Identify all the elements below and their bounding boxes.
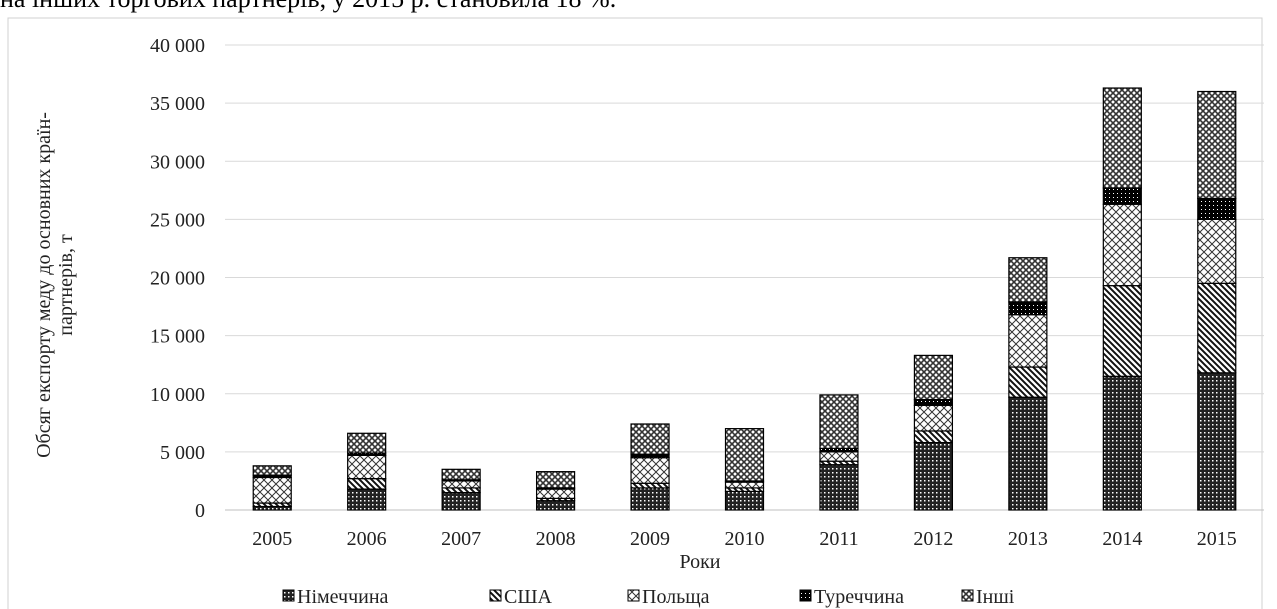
bar-segment — [913, 398, 954, 406]
x-axis-title: Роки — [679, 551, 720, 573]
x-tick-label: 2009 — [630, 528, 670, 550]
bar-segment — [441, 468, 481, 481]
x-tick-label: 2007 — [441, 528, 481, 550]
bar-segment — [724, 481, 765, 489]
chart-border — [7, 17, 1263, 609]
bar-segment — [913, 441, 954, 511]
bar-segment — [1008, 257, 1048, 303]
y-axis-title: партнерів, т — [55, 234, 77, 336]
bar-segment — [347, 488, 387, 511]
bar-segment — [535, 488, 576, 499]
x-tick-label: 2014 — [1102, 528, 1142, 550]
bar-segment — [1008, 396, 1048, 511]
y-axis-title: Обсяг експорту меду до основних країн- — [33, 112, 55, 458]
bar-segment — [347, 478, 387, 490]
bar-segment — [913, 354, 954, 401]
x-tick-label: 2015 — [1197, 528, 1237, 550]
bar-segment — [347, 454, 387, 480]
context-text: на інших торгових партнерів, у 2015 р. с… — [0, 0, 616, 14]
bar-segment — [441, 487, 481, 494]
bar-segment — [630, 457, 670, 484]
bar-segment — [347, 432, 387, 454]
bar-segment — [724, 428, 765, 482]
legend-label: Польща — [642, 586, 710, 608]
bar-segment — [1102, 87, 1142, 189]
bar-segment — [913, 430, 954, 444]
y-tick-label: 35 000 — [150, 93, 205, 115]
x-tick-label: 2012 — [913, 528, 953, 550]
legend-label: Німеччина — [297, 586, 389, 608]
legend-swatch — [799, 589, 812, 602]
bar-segment — [252, 476, 292, 504]
legend-swatch — [627, 589, 640, 602]
bar-segment — [1102, 187, 1142, 205]
legend-label: Туреччина — [814, 586, 904, 608]
bar-segment — [1197, 282, 1237, 374]
legend-label: США — [504, 586, 553, 608]
bar-segment — [1008, 301, 1048, 316]
y-tick-label: 20 000 — [150, 268, 205, 290]
legend-swatch — [961, 589, 974, 602]
y-tick-label: 15 000 — [150, 326, 205, 348]
y-tick-label: 40 000 — [150, 35, 205, 57]
bar-segment — [1197, 197, 1237, 220]
x-tick-label: 2008 — [536, 528, 576, 550]
bar-segment — [441, 480, 481, 489]
bar-segment — [819, 451, 859, 462]
bar-segment — [252, 465, 292, 476]
x-tick-label: 2010 — [725, 528, 765, 550]
legend-label: Інші — [976, 586, 1015, 608]
legend-swatch — [489, 589, 502, 602]
bar-segment — [819, 464, 859, 511]
bar-segment — [1008, 314, 1048, 368]
bar-segment — [1008, 366, 1048, 398]
y-tick-label: 30 000 — [150, 151, 205, 173]
bar-segment — [819, 394, 859, 449]
bar-segment — [1102, 203, 1142, 287]
x-tick-label: 2005 — [252, 528, 292, 550]
bar-segment — [1102, 285, 1142, 377]
bar-segment — [630, 482, 670, 489]
y-tick-label: 10 000 — [150, 384, 205, 406]
bar-segment — [724, 490, 765, 511]
x-tick-label: 2013 — [1008, 528, 1048, 550]
bar-segment — [441, 491, 481, 511]
x-tick-label: 2011 — [819, 528, 858, 550]
y-tick-label: 25 000 — [150, 209, 205, 231]
bar-segment — [630, 487, 670, 511]
y-tick-label: 5 000 — [160, 442, 205, 464]
bar-segment — [1102, 375, 1142, 511]
y-tick-label: 0 — [195, 500, 205, 522]
x-tick-label: 2006 — [347, 528, 387, 550]
bar-segment — [1197, 218, 1237, 284]
bar-segment — [913, 404, 954, 432]
bar-segment — [630, 423, 670, 455]
bar-segment — [535, 500, 576, 511]
bar-segment — [1197, 372, 1237, 511]
bar-segment — [1197, 90, 1237, 200]
bar-segment — [535, 471, 576, 489]
legend-swatch — [282, 589, 295, 602]
